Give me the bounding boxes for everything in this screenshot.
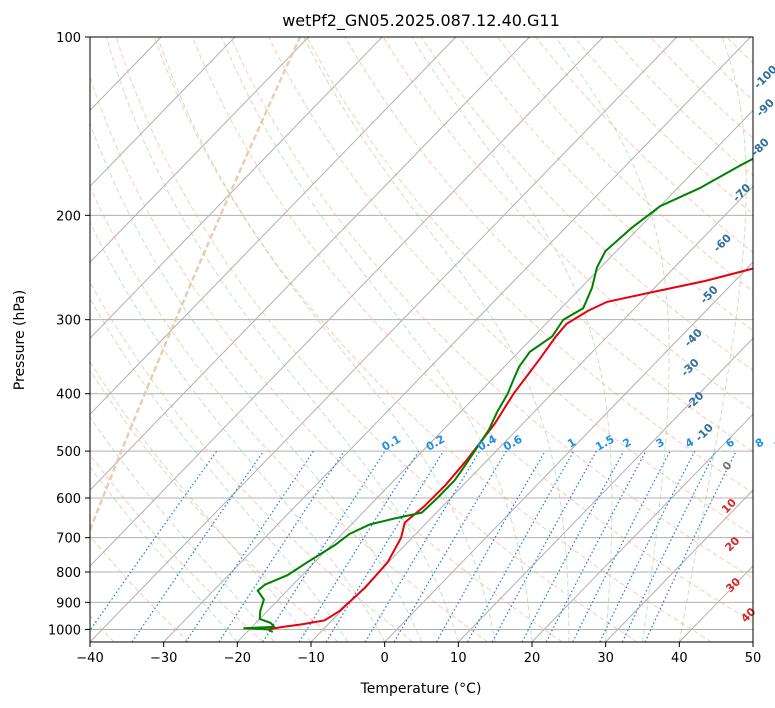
mixing-ratio-line: [185, 450, 314, 642]
isotherm-line: [90, 37, 383, 339]
dry-adiabat-line: [90, 535, 190, 642]
plot-background: [90, 37, 753, 642]
mixing-ratio-label: 10: [772, 433, 775, 452]
x-tick-label: −30: [150, 651, 177, 666]
y-tick-label: 400: [56, 388, 81, 403]
dry-adiabat-line: [90, 75, 563, 642]
moist-adiabat-line: [303, 37, 570, 642]
moist-adiabat-line: [90, 360, 312, 642]
y-tick-label: 700: [56, 532, 81, 547]
isotherm-line: [90, 37, 236, 188]
y-tick-label: 900: [56, 596, 81, 611]
x-tick-label: 50: [745, 651, 762, 666]
x-tick-label: 30: [597, 651, 614, 666]
moist-adiabat-line: [157, 37, 496, 642]
mixing-ratio-line: [262, 450, 386, 642]
x-tick-label: 0: [381, 651, 389, 666]
dry-adiabat-line: [90, 369, 339, 642]
plot-frame: [89, 36, 754, 643]
moist-adiabat-line: [90, 121, 422, 642]
y-tick-label: 600: [56, 492, 81, 507]
dry-adiabat-line: [497, 37, 753, 293]
dry-adiabat-line: [90, 281, 414, 642]
isotherm-line: [605, 489, 753, 642]
y-tick-label: 100: [56, 31, 81, 46]
isotherm-line: [163, 37, 751, 642]
moist-adiabat-line: [678, 37, 747, 642]
dry-adiabat-line: [153, 37, 712, 642]
x-tick-label: 10: [450, 651, 467, 666]
dry-adiabat-line: [90, 185, 488, 642]
adiabat-label: -90: [754, 96, 775, 119]
mixing-ratio-line: [325, 450, 445, 642]
y-tick-label: 1000: [48, 623, 81, 638]
x-tick-label: 20: [524, 651, 541, 666]
dry-adiabat-line: [90, 37, 302, 531]
isotherm-line: [384, 261, 753, 642]
dry-adiabat-line: [344, 37, 753, 453]
dry-adiabat-line: [115, 37, 638, 642]
adiabat-label: -100: [751, 63, 775, 92]
isotherm-line: [236, 109, 753, 642]
isotherm-line: [531, 413, 753, 642]
moist-adiabat-line: [90, 297, 349, 642]
isotherm-line: [90, 37, 457, 415]
chart-title: wetPf2_GN05.2025.087.12.40.G11: [282, 11, 560, 31]
x-tick-label: −40: [76, 651, 103, 666]
temperature-profile-line: [267, 267, 753, 631]
mixing-ratio-line: [90, 450, 218, 632]
y-tick-label: 200: [56, 209, 81, 224]
moist-adiabat-line: [555, 37, 670, 642]
x-tick-label: −10: [297, 651, 324, 666]
dry-adiabat-line: [191, 37, 753, 623]
mixing-ratio-line: [572, 450, 671, 642]
isotherm-line: [90, 37, 530, 491]
moist-adiabat-line: [221, 37, 533, 642]
mixing-ratio-line: [131, 450, 265, 642]
isotherm-line: [90, 37, 309, 263]
mixing-ratio-line: [521, 450, 625, 642]
dry-adiabat-line: [268, 37, 753, 536]
y-tick-label: 300: [56, 314, 81, 329]
dry-adiabat-line: [420, 37, 753, 372]
moist-adiabat-line: [411, 37, 613, 642]
x-axis-label: Temperature (°C): [360, 681, 482, 697]
moist-adiabat-line: [90, 221, 386, 642]
y-axis-label: Pressure (hPa): [12, 290, 28, 390]
dewpoint-profile-line: [243, 157, 753, 633]
dry-adiabat-line: [230, 37, 753, 579]
moist-adiabat-line: [105, 37, 459, 642]
x-tick-label: 40: [671, 651, 688, 666]
moist-adiabat-line: [90, 466, 238, 642]
x-tick-label: −20: [224, 651, 251, 666]
dry-adiabat-line: [306, 37, 753, 494]
mixing-ratio-line: [218, 450, 345, 642]
isotherm-line: [457, 337, 753, 642]
y-tick-label: 800: [56, 566, 81, 581]
mixing-ratio-line: [491, 450, 597, 642]
isotherm-line: [752, 641, 753, 642]
isotherm-line: [90, 37, 604, 567]
mixing-ratio-label: 8: [753, 436, 766, 451]
y-tick-label: 500: [56, 445, 81, 460]
dry-adiabat-line: [765, 37, 775, 642]
moist-adiabat-line: [90, 416, 275, 642]
mixing-ratio-line: [599, 450, 696, 642]
mixing-ratio-line: [466, 450, 575, 642]
